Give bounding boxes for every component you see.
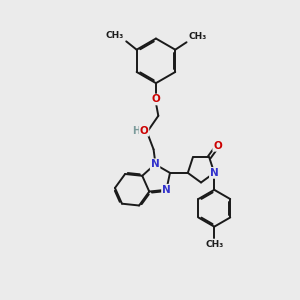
Text: O: O (213, 141, 222, 151)
Text: H: H (132, 126, 140, 136)
Text: CH₃: CH₃ (106, 31, 124, 40)
Text: N: N (210, 168, 219, 178)
Text: N: N (151, 159, 159, 169)
Text: O: O (140, 126, 148, 136)
Text: O: O (152, 94, 160, 104)
Text: CH₃: CH₃ (205, 240, 224, 249)
Text: N: N (162, 185, 171, 195)
Text: CH₃: CH₃ (188, 32, 206, 41)
